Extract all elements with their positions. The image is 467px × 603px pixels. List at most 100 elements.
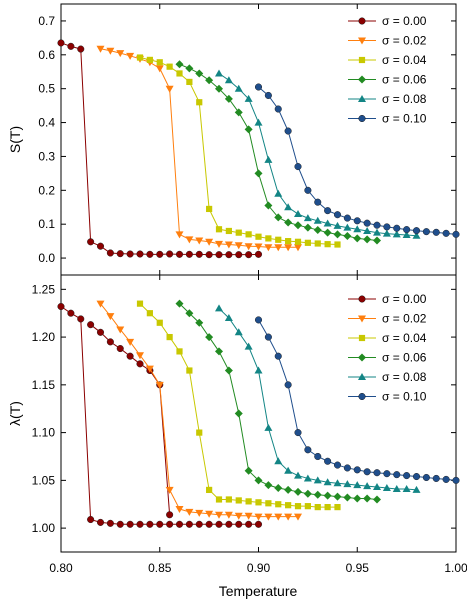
data-point (383, 470, 391, 478)
series (215, 304, 421, 493)
y-tick-label: 1.20 (32, 330, 56, 344)
legend-marker (358, 37, 366, 45)
data-point (185, 520, 193, 528)
data-point (452, 230, 460, 238)
series (57, 39, 263, 259)
data-point (333, 211, 342, 219)
data-point (254, 250, 263, 258)
data-point (234, 84, 243, 92)
y-axis-label: λ(T) (7, 401, 23, 426)
data-point (333, 230, 342, 239)
data-point (353, 466, 361, 474)
y-tick-label: 1.00 (32, 521, 56, 535)
data-point (412, 472, 421, 481)
data-point (87, 515, 95, 524)
data-point (244, 94, 253, 102)
x-tick-label: 0.80 (49, 561, 73, 575)
data-point (166, 63, 173, 70)
legend-marker (358, 353, 366, 362)
data-point (146, 250, 154, 258)
x-tick-label: 0.95 (346, 561, 370, 575)
data-point (373, 495, 381, 504)
series (175, 299, 381, 504)
data-point (195, 69, 204, 78)
data-point (353, 494, 362, 503)
y-tick-label: 0.6 (38, 48, 55, 62)
data-point (285, 502, 292, 509)
data-point (284, 513, 293, 521)
data-point (224, 511, 233, 519)
data-point (274, 244, 283, 252)
data-point (294, 163, 302, 171)
data-point (185, 508, 194, 516)
data-point (235, 229, 242, 236)
series (96, 300, 302, 521)
data-point (324, 241, 331, 248)
legend-marker (358, 17, 366, 25)
series (136, 54, 341, 248)
data-point (175, 520, 184, 528)
data-point (264, 481, 273, 490)
data-point (166, 333, 173, 341)
data-point (136, 520, 144, 528)
data-point (284, 485, 293, 494)
data-point (254, 366, 263, 374)
data-point (303, 214, 312, 222)
data-point (313, 476, 322, 484)
legend-label: σ = 0.02 (382, 312, 427, 326)
data-point (156, 59, 163, 66)
data-point (275, 501, 282, 508)
data-point (196, 429, 203, 436)
data-point (274, 513, 283, 521)
data-point (314, 240, 321, 247)
data-point (403, 472, 411, 480)
legend-marker (358, 392, 366, 401)
data-point (274, 352, 282, 360)
data-point (264, 91, 272, 100)
data-point (284, 381, 292, 389)
data-point (343, 464, 351, 472)
data-point (225, 496, 232, 503)
data-point (284, 127, 292, 135)
data-point (254, 118, 263, 126)
data-point (314, 198, 322, 206)
data-point (254, 243, 263, 251)
legend-marker (358, 114, 366, 123)
data-point (176, 348, 183, 355)
data-point (442, 475, 450, 483)
data-point (224, 76, 233, 84)
data-point (363, 494, 372, 503)
data-point (275, 236, 282, 243)
data-point (373, 221, 381, 229)
data-point (383, 223, 391, 231)
data-point (215, 496, 223, 503)
data-point (185, 309, 194, 318)
data-point (373, 483, 381, 491)
legend-label: σ = 0.10 (382, 390, 427, 404)
data-point (324, 207, 332, 215)
legend-marker (358, 95, 366, 102)
data-point (145, 365, 154, 373)
data-point (264, 333, 272, 341)
data-point (106, 47, 115, 55)
data-point (215, 347, 223, 356)
data-point (353, 217, 361, 225)
data-point (343, 480, 352, 488)
data-point (323, 228, 332, 237)
data-point (235, 520, 243, 528)
data-point (294, 221, 302, 230)
data-point (195, 237, 204, 245)
y-tick-label: 1.05 (32, 473, 56, 487)
data-point (96, 45, 105, 53)
legend-marker (358, 295, 366, 303)
data-point (146, 56, 153, 63)
series-line (60, 306, 259, 525)
x-tick-label: 0.90 (247, 561, 271, 575)
data-point (165, 85, 174, 93)
data-point (294, 513, 302, 521)
data-point (294, 244, 302, 252)
series (215, 69, 421, 239)
y-tick-label: 1.15 (32, 378, 56, 392)
data-point (245, 251, 253, 259)
data-point (185, 64, 194, 73)
